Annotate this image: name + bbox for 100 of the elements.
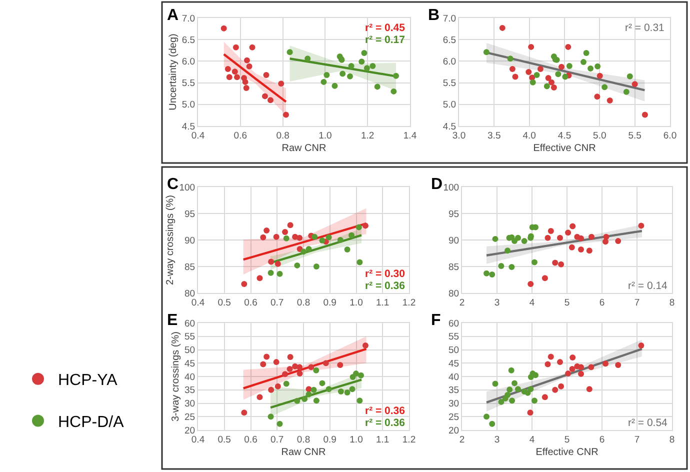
x-axis-title: Raw CNR [282,142,326,154]
x-tick-label: 5 [564,297,570,308]
point [308,364,314,370]
x-tick-label: 7 [634,297,640,308]
point [274,260,281,267]
point [615,362,622,368]
x-tick-label: 2 [459,297,465,308]
x-tick-label: 1.2 [402,297,416,308]
point [642,112,648,118]
point [578,370,584,377]
point [263,72,270,78]
point [319,238,326,244]
x-tick-label: 0.7 [270,297,284,308]
point [356,224,362,230]
point [312,234,318,240]
point [306,391,312,398]
annotation: r² = 0.36 [365,405,406,417]
point [586,386,592,392]
point [508,264,515,270]
point [557,359,563,366]
y-tick-label: 100 [179,182,196,194]
annotation: r² = 0.54 [628,417,668,429]
point [260,361,266,368]
point [515,234,521,241]
point [534,72,540,78]
x-tick-label: 5.0 [593,130,606,142]
point [310,386,317,393]
x-tick-label: 1.4 [403,130,417,142]
point [268,270,274,276]
point [602,238,608,245]
y-axis-title: 2-way crossings (%) [165,194,176,286]
x-tick-label: 0.8 [276,130,290,142]
point [565,370,572,377]
x-tick-label: 4.0 [522,130,536,142]
point [580,59,586,66]
chart-title: F [431,312,441,329]
chart-title: C [167,176,179,193]
y-tick-label: 5.5 [442,78,456,90]
x-axis-title: Effective CNR [533,142,596,154]
point [234,74,240,80]
point [602,84,608,90]
x-tick-label: 1.2 [402,434,416,446]
y-tick-label: 6.5 [182,34,196,46]
point [358,58,365,65]
chart-title: A [167,7,179,24]
legend-label: HCP-D/A [58,414,124,431]
point [558,64,564,70]
point [566,62,572,69]
x-tick-label: 0.5 [218,297,231,308]
y-tick-label: 4.5 [182,121,196,132]
x-tick-label: 1.0 [318,130,332,142]
x-tick-label: 6 [599,434,605,446]
annotation: r² = 0.17 [365,34,406,46]
point [548,79,554,86]
point [273,234,280,240]
y-tick-label: 7.0 [442,13,456,24]
point [337,237,344,243]
y-tick-label: 80 [448,288,460,300]
point [562,74,568,80]
x-tick-label: 4.5 [558,130,572,142]
point [528,386,534,392]
point [322,360,329,366]
point [283,235,290,242]
point [262,93,268,100]
point [583,50,590,56]
point [296,234,303,241]
point [313,367,320,374]
point [362,222,368,229]
point [565,230,572,236]
point [509,398,516,404]
point [268,386,274,393]
point [313,264,320,270]
point [528,280,534,287]
x-tick-label: 6.0 [663,130,677,142]
point [492,236,498,242]
point [287,222,294,228]
point [588,234,594,240]
point [306,246,312,252]
point [594,94,600,100]
point [224,66,231,72]
y-tick-label: 95 [448,208,460,220]
y-tick-label: 35 [184,385,196,396]
point [313,398,320,404]
y-tick-label: 25 [184,412,196,423]
point [594,63,601,70]
point [498,398,504,405]
point [358,372,364,378]
point [278,80,284,87]
point [296,370,303,377]
point [530,79,536,86]
point [352,370,359,377]
point [370,62,376,69]
point [484,414,490,420]
point [374,84,380,90]
point [268,414,274,420]
annotation: r² = 0.31 [625,22,665,34]
x-tick-label: 8 [669,434,675,446]
point [527,410,534,416]
x-tick-label: 0.4 [191,297,205,308]
x-tick-label: 5 [564,434,570,446]
